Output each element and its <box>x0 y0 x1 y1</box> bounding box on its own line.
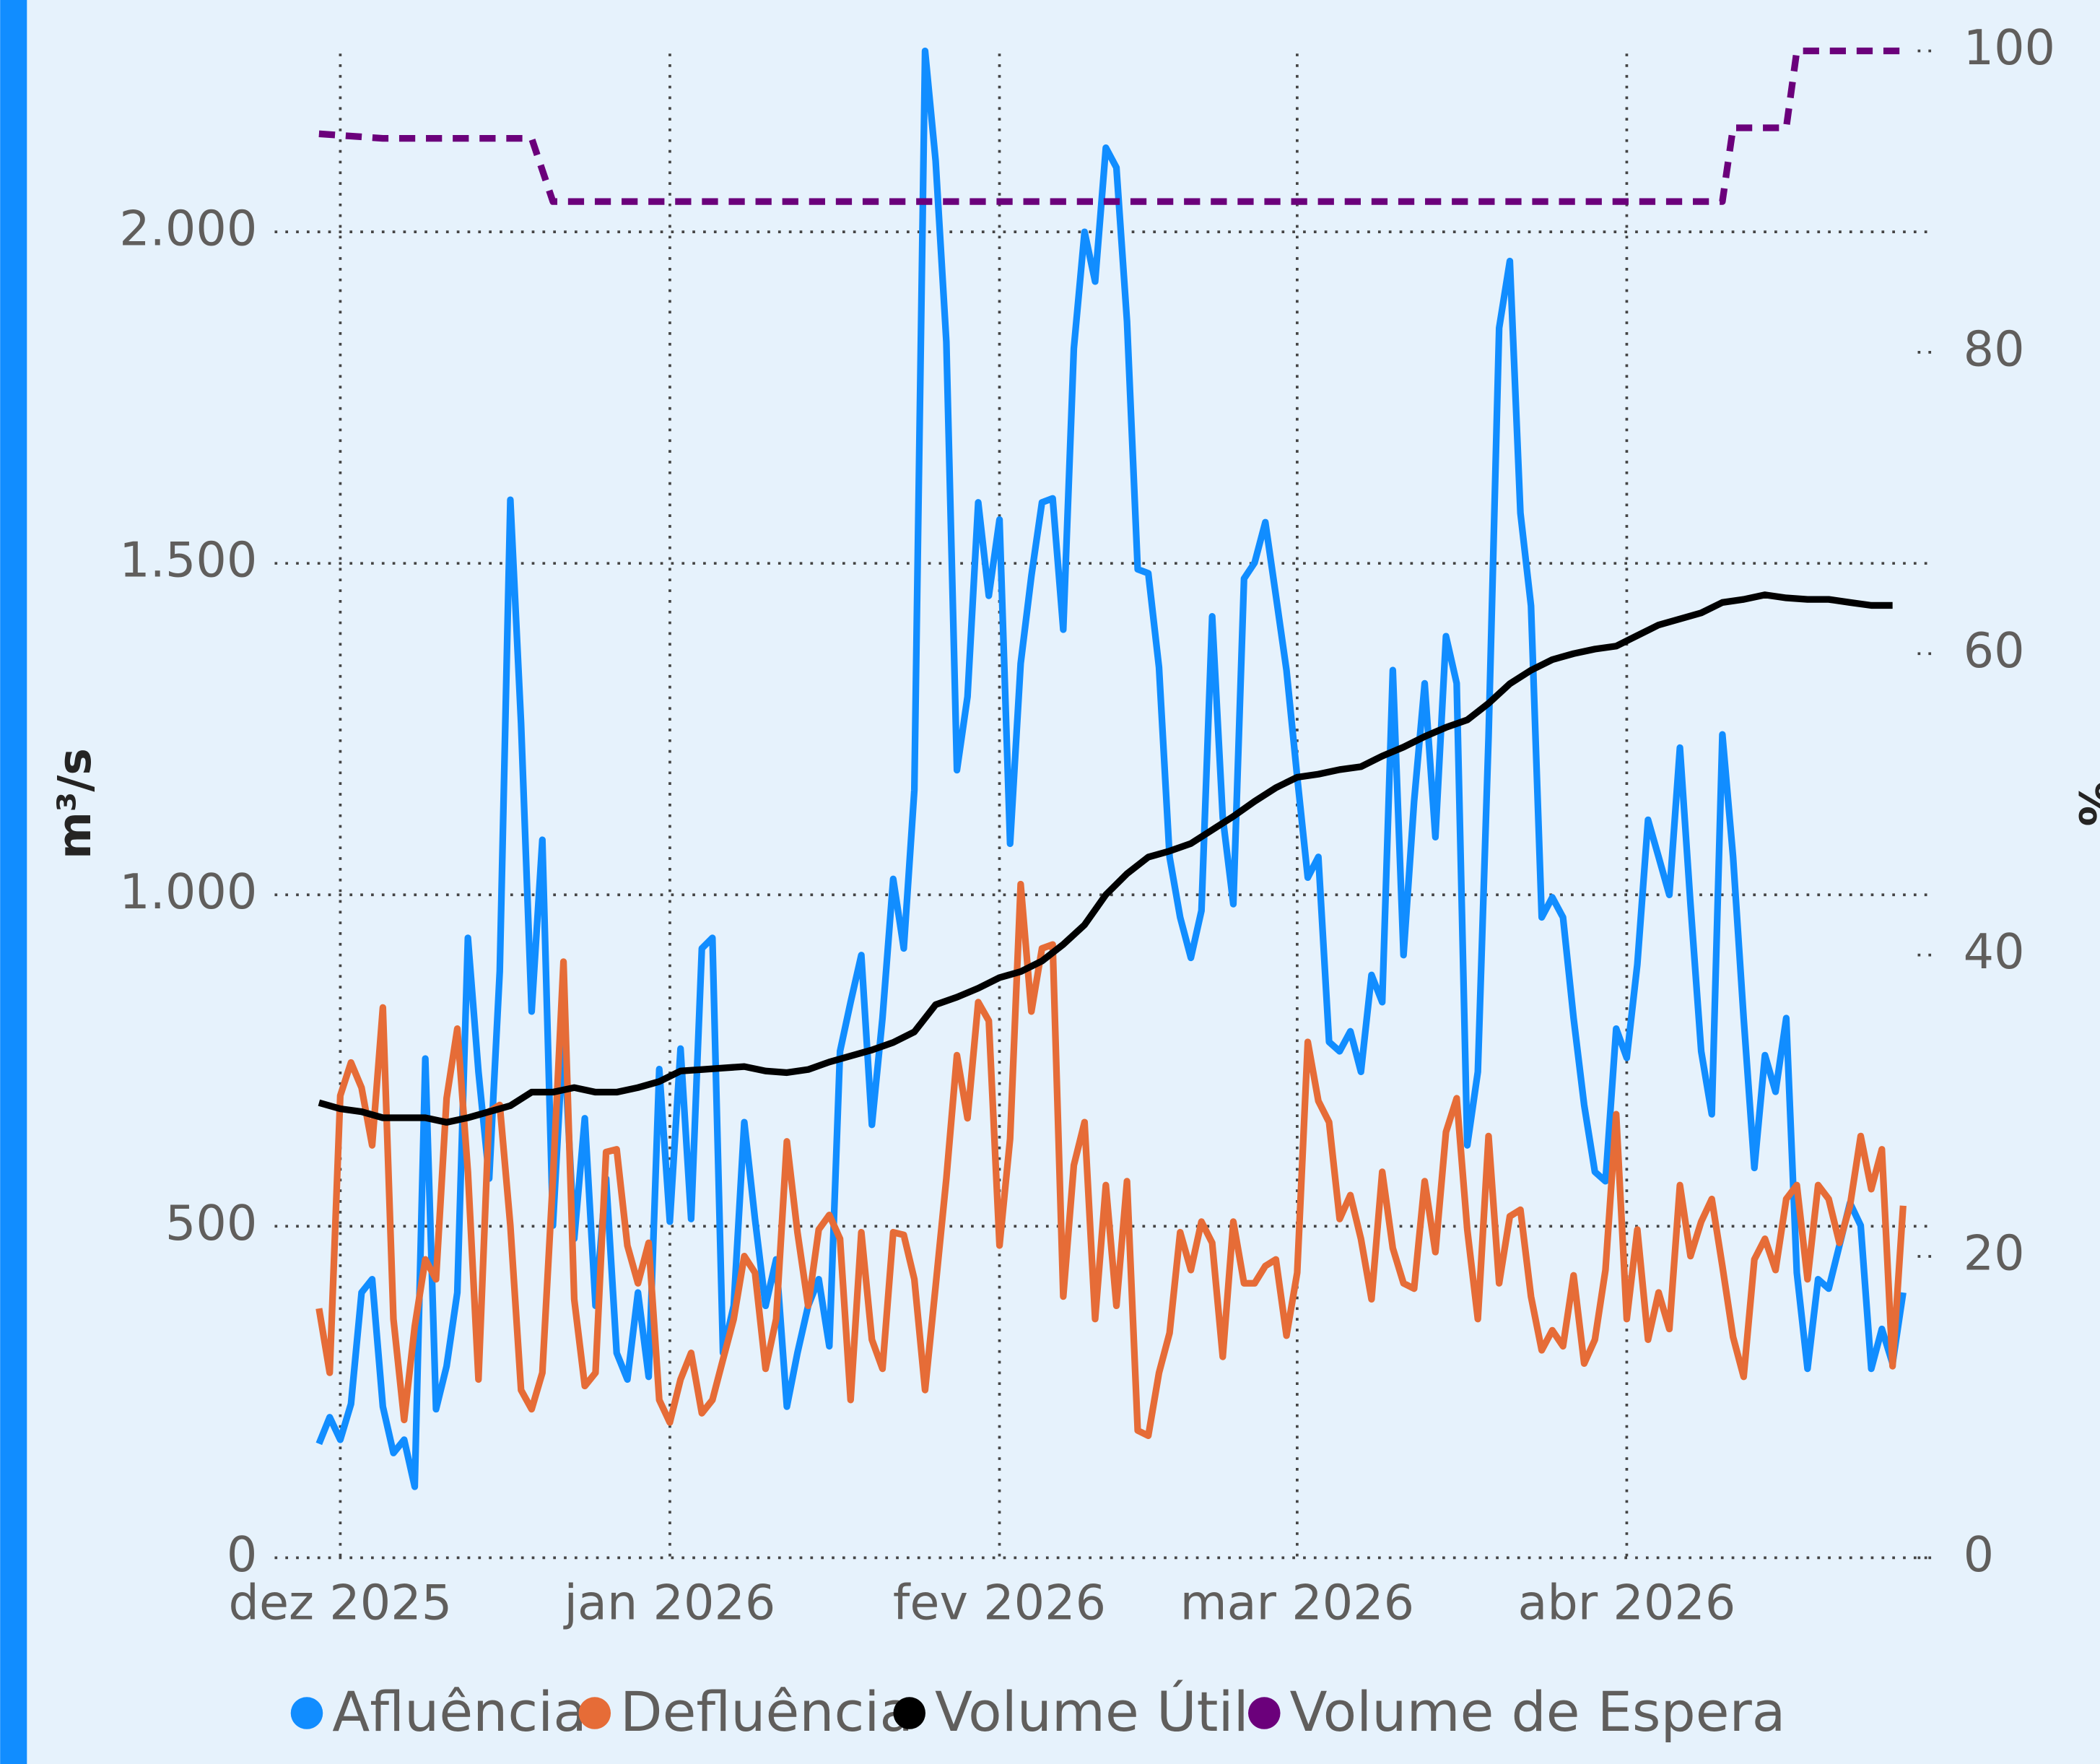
x-tick-label: fev 2026 <box>893 1575 1106 1631</box>
x-tick-label: jan 2026 <box>562 1575 775 1631</box>
y2-tick-label: 60 <box>1964 622 2025 679</box>
legend-marker <box>578 1697 611 1729</box>
legend-marker <box>1248 1697 1281 1729</box>
y2-tick-label: 0 <box>1964 1526 1994 1583</box>
y2-axis-label: % <box>2069 781 2100 826</box>
legend-label: Volume de Espera <box>1290 1680 1786 1744</box>
legend-label: Defluência <box>620 1680 913 1744</box>
series-line <box>318 591 1893 1126</box>
x-tick-label: mar 2026 <box>1180 1575 1415 1631</box>
y-tick-label: 0 <box>227 1526 257 1583</box>
y-tick-label: 1.000 <box>119 864 257 920</box>
accent-bar <box>0 0 27 1764</box>
legend-label: Volume Útil <box>935 1679 1249 1744</box>
series-line <box>315 880 1907 1439</box>
x-tick-label: dez 2025 <box>229 1575 453 1631</box>
y2-tick-label: 80 <box>1964 321 2025 377</box>
y-tick-label: 500 <box>165 1195 257 1251</box>
y2-tick-label: 40 <box>1964 924 2025 980</box>
y2-tick-label: 100 <box>1964 19 2055 76</box>
y-tick-label: 1.500 <box>119 532 257 588</box>
series-line <box>318 47 1904 205</box>
legend-marker <box>290 1697 323 1729</box>
legend-label: Afluência <box>332 1680 587 1744</box>
y-tick-label: 2.000 <box>119 201 257 257</box>
x-tick-label: abr 2026 <box>1517 1575 1735 1631</box>
series-line <box>315 47 1907 1490</box>
y2-tick-label: 20 <box>1964 1225 2025 1282</box>
legend-marker <box>893 1697 925 1729</box>
y-axis-label: m³/s <box>48 748 101 859</box>
